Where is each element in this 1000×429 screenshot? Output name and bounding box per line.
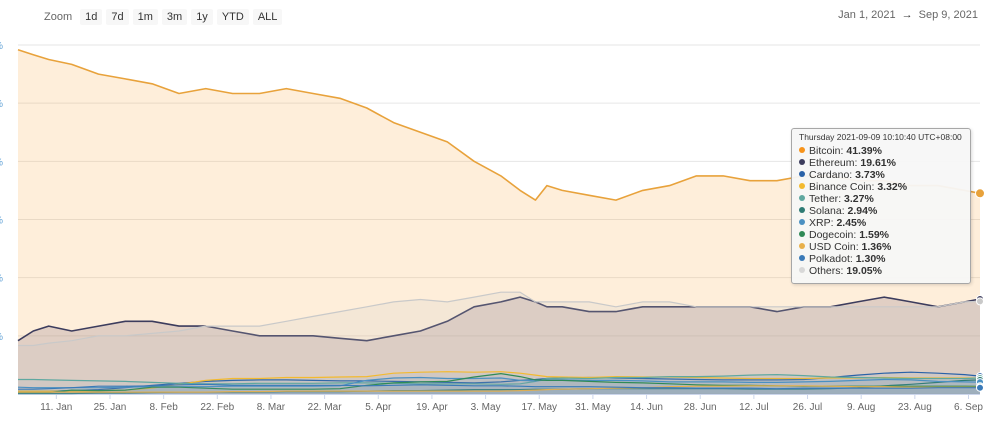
tooltip-row-binance-coin: Binance Coin: 3.32% xyxy=(799,181,962,193)
legend-dot-icon xyxy=(799,267,805,273)
x-tick-label: 31. May xyxy=(575,402,611,413)
tooltip-row-tether: Tether: 3.27% xyxy=(799,193,962,205)
y-tick-label: % xyxy=(0,332,3,343)
series-line-usd-coin xyxy=(18,385,981,393)
area-ethereum xyxy=(18,297,980,394)
tooltip-series-value: 3.73% xyxy=(855,169,885,181)
tooltip-series-value: 1.30% xyxy=(855,253,886,265)
x-tick-label: 9. Aug xyxy=(847,402,875,413)
tooltip-series-value: 3.27% xyxy=(844,193,874,205)
y-tick-label: % xyxy=(0,216,3,227)
legend-dot-icon xyxy=(799,219,805,225)
tooltip-series-value: 2.45% xyxy=(836,217,867,229)
tooltip-series-name: Binance Coin xyxy=(809,181,872,193)
legend-dot-icon xyxy=(799,147,805,153)
range-from-input[interactable]: Jan 1, 2021 xyxy=(838,9,896,21)
tooltip-row-polkadot: Polkadot: 1.30% xyxy=(799,253,962,265)
legend-dot-icon xyxy=(799,231,805,237)
zoom-ytd-button[interactable]: YTD xyxy=(216,9,249,25)
x-tick-label: 28. Jun xyxy=(684,402,717,413)
tooltip-series-value: 41.39% xyxy=(846,145,882,157)
tooltip-row-dogecoin: Dogecoin: 1.59% xyxy=(799,229,962,241)
x-tick-label: 12. Jul xyxy=(739,402,768,413)
zoom-label: Zoom xyxy=(44,11,73,23)
tooltip-series-name: Polkadot xyxy=(809,253,850,265)
area-bitcoin xyxy=(18,49,980,395)
x-tick-label: 8. Feb xyxy=(149,402,178,413)
legend-dot-icon xyxy=(799,255,805,261)
zoom-1d-button[interactable]: 1d xyxy=(80,9,103,25)
tooltip-header: Thursday 2021-09-09 10:10:40 UTC+08:00 xyxy=(799,132,962,142)
tooltip-series-value: 2.94% xyxy=(847,205,878,217)
tooltip-row-bitcoin: Bitcoin: 41.39% xyxy=(799,145,962,157)
range-arrow-icon: → xyxy=(901,9,913,21)
x-tick-label: 25. Jan xyxy=(94,402,127,413)
tooltip: Thursday 2021-09-09 10:10:40 UTC+08:00 B… xyxy=(791,128,971,284)
series-marker-others xyxy=(976,297,984,306)
x-tick-label: 23. Aug xyxy=(898,402,932,413)
tooltip-series-value: 19.05% xyxy=(846,265,882,277)
x-tick-label: 26. Jul xyxy=(793,402,822,413)
legend-dot-icon xyxy=(799,207,805,213)
tooltip-series-name: Cardano xyxy=(809,169,850,181)
x-tick-label: 5. Apr xyxy=(365,402,392,413)
zoom-7d-button[interactable]: 7d xyxy=(106,9,129,25)
x-tick-label: 22. Feb xyxy=(200,402,234,413)
zoom-3m-button[interactable]: 3m xyxy=(161,9,188,25)
x-tick-label: 3. May xyxy=(471,402,501,413)
legend-dot-icon xyxy=(799,195,805,201)
series-line-others xyxy=(18,291,981,347)
legend-dot-icon xyxy=(799,243,805,249)
y-tick-label: % xyxy=(0,274,3,285)
legend-dot-icon xyxy=(799,159,805,165)
legend-dot-icon xyxy=(799,171,805,177)
zoom-1y-button[interactable]: 1y xyxy=(191,9,213,25)
zoom-all-button[interactable]: ALL xyxy=(252,9,283,25)
x-tick-label: 14. Jun xyxy=(630,402,663,413)
y-tick-label: % xyxy=(0,99,3,110)
area-dogecoin xyxy=(18,373,980,394)
tooltip-series-name: Tether xyxy=(809,193,839,205)
tooltip-series-name: USD Coin xyxy=(809,241,856,253)
date-range: Jan 1, 2021 → Sep 9, 2021 xyxy=(838,9,978,21)
tooltip-series-name: Ethereum xyxy=(809,157,855,169)
series-line-polkadot xyxy=(18,383,980,390)
x-tick-label: 19. Apr xyxy=(416,402,448,413)
tooltip-row-solana: Solana: 2.94% xyxy=(799,205,962,217)
tooltip-series-name: Others xyxy=(809,265,841,277)
legend-dot-icon xyxy=(799,183,805,189)
range-to-input[interactable]: Sep 9, 2021 xyxy=(918,9,978,21)
tooltip-row-xrp: XRP: 2.45% xyxy=(799,217,962,229)
tooltip-series-value: 19.61% xyxy=(860,157,896,169)
y-tick-label: % xyxy=(0,41,3,52)
area-others xyxy=(18,292,980,394)
tooltip-series-name: Bitcoin xyxy=(809,145,841,157)
x-tick-label: 22. Mar xyxy=(308,402,343,413)
series-marker-bitcoin xyxy=(975,188,985,199)
zoom-1m-button[interactable]: 1m xyxy=(132,9,158,25)
tooltip-row-ethereum: Ethereum: 19.61% xyxy=(799,157,962,169)
x-tick-label: 17. May xyxy=(521,402,557,413)
tooltip-row-usd-coin: USD Coin: 1.36% xyxy=(799,241,962,253)
tooltip-series-value: 1.36% xyxy=(861,241,892,253)
y-tick-label: % xyxy=(0,157,3,168)
x-tick-label: 8. Mar xyxy=(257,402,286,413)
x-tick-label: 11. Jan xyxy=(40,402,72,413)
tooltip-series-name: Solana xyxy=(809,205,842,217)
tooltip-row-cardano: Cardano: 3.73% xyxy=(799,169,962,181)
tooltip-series-value: 3.32% xyxy=(877,181,908,193)
tooltip-series-value: 1.59% xyxy=(859,229,889,241)
x-tick-label: 6. Sep xyxy=(954,402,983,413)
tooltip-row-others: Others: 19.05% xyxy=(799,265,962,277)
series-line-tether xyxy=(18,374,981,385)
tooltip-series-name: Dogecoin xyxy=(809,229,854,241)
zoom-toolbar: Zoom 1d 7d 1m 3m 1y YTD ALL xyxy=(44,9,283,25)
area-polkadot xyxy=(18,384,980,394)
area-solana xyxy=(18,379,980,394)
tooltip-series-name: XRP xyxy=(809,217,831,229)
series-marker-polkadot xyxy=(976,383,984,392)
